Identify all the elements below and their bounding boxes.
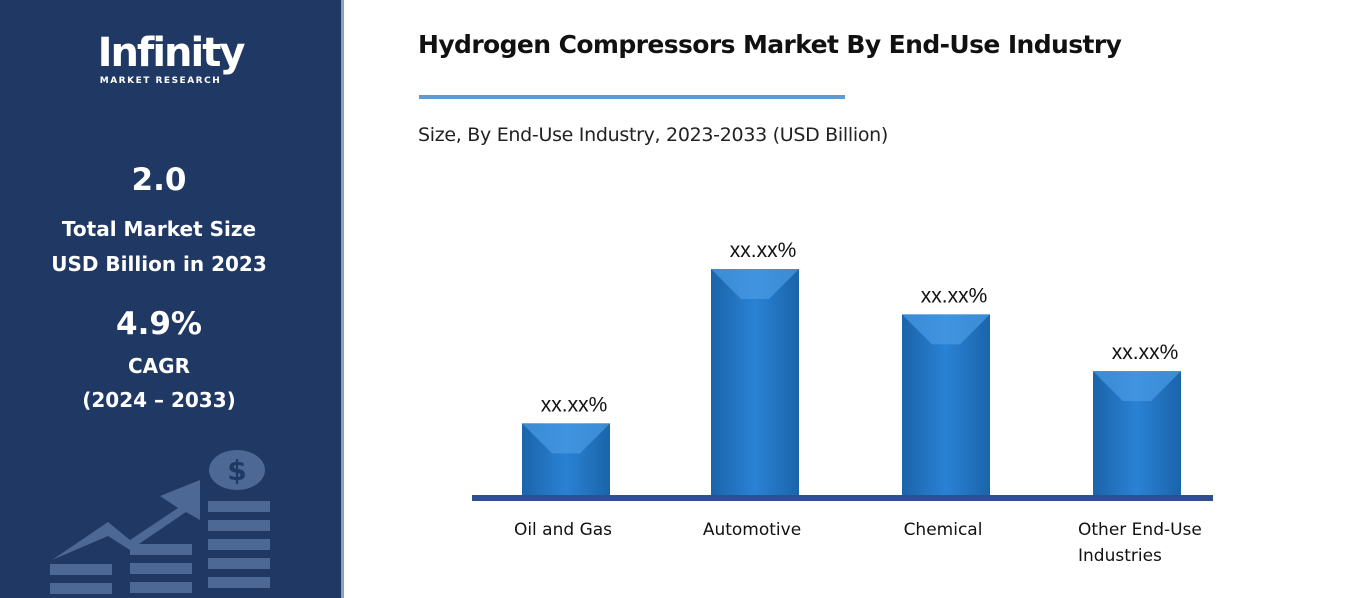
category-label: Automotive: [703, 520, 801, 540]
logo-subtitle: MARKET RESEARCH: [99, 76, 222, 86]
svg-text:$: $: [227, 454, 246, 487]
data-label: xx.xx%: [541, 393, 608, 416]
bar: [711, 269, 799, 496]
title-divider: [419, 95, 845, 99]
chart-title: Hydrogen Compressors Market By End-Use I…: [418, 30, 1122, 59]
category-label: Industries: [1078, 546, 1162, 566]
bar-bevel: [522, 423, 610, 454]
logo: Infinity: [97, 30, 246, 76]
data-label: xx.xx%: [921, 284, 988, 307]
cagr-label: CAGR: [128, 354, 190, 378]
market-size-value: 2.0: [131, 162, 187, 198]
market-size-label: Total Market Size: [61, 217, 257, 241]
data-label: xx.xx%: [1112, 341, 1179, 364]
chart-subtitle: Size, By End-Use Industry, 2023-2033 (US…: [418, 124, 889, 146]
market-size-unit: USD Billion in 2023: [51, 252, 267, 276]
category-label: Chemical: [904, 520, 983, 540]
bar-bevel: [1093, 371, 1181, 402]
category-label: Other End-Use: [1078, 520, 1202, 540]
bar-bevel: [711, 269, 799, 299]
category-label: Oil and Gas: [514, 520, 612, 540]
data-label: xx.xx%: [730, 239, 797, 262]
x-axis-line: [472, 495, 1213, 501]
growth-chart-dollar-icon: $: [50, 450, 270, 594]
cagr-period: (2024 – 2033): [82, 388, 236, 412]
bar-bevel: [902, 314, 990, 345]
cagr-value: 4.9%: [116, 306, 202, 342]
sidebar: Infinity MARKET RESEARCH 2.0 Total Marke…: [0, 0, 344, 598]
bar: [902, 314, 990, 496]
